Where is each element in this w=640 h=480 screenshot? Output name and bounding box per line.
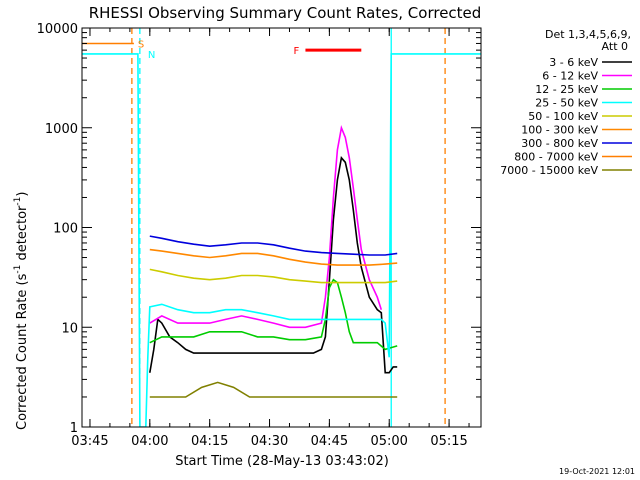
footer-date: 19-Oct-2021 12:01 [559,467,635,476]
x-tick-label-3: 04:30 [251,434,288,449]
legend-label-5: 100 - 300 keV [521,124,598,137]
series-line-1 [149,124,383,329]
x-tick-label-1: 04:00 [131,434,168,449]
legend-label-4: 50 - 100 keV [528,110,598,123]
y-tick-label-4: 10000 [37,22,78,37]
series-line-4 [149,268,398,284]
y-axis-label-sup1: -1 [13,265,23,274]
x-tick-label-5: 05:00 [370,434,407,449]
x-tick-label-6: 05:15 [430,434,467,449]
axes: 03:45 04:00 04:15 04:30 04:45 05:00 05:15 1 10 10… [37,22,482,449]
y-tick-label-2: 100 [53,222,78,237]
x-axis-label: Start Time (28-May-13 03:43:02) [175,454,389,469]
y-axis-label-mid: detector [15,205,30,265]
legend-header-line1: Det 1,3,4,5,6,9, [545,28,631,41]
series-line-3 [82,53,481,427]
y-tick-label-0: 1 [70,421,78,436]
legend-header-line2: Att 0 [602,40,628,53]
x-tick-label-0: 03:45 [71,434,108,449]
y-tick-label-1: 10 [61,321,78,336]
series-line-6 [149,235,398,256]
series-line-5 [149,248,398,266]
plot-area: SN F [82,28,481,427]
y-axis-label-sup2: -1 [13,197,23,206]
y-tick-label-3: 1000 [45,122,78,137]
legend-label-3: 25 - 50 keV [535,97,598,110]
x-tick-label-4: 04:45 [311,434,348,449]
legend-label-0: 3 - 6 keV [549,56,598,69]
y-axis-label: Corrected Count Rate (s-1 detector-1) [13,192,30,430]
flag-label-s: S [138,39,144,50]
series-line-0 [149,156,398,374]
plot-clip-group [82,28,481,427]
legend-label-8: 7000 - 15000 keV [500,164,598,177]
chart-title: RHESSI Observing Summary Count Rates, Co… [89,4,482,22]
x-tick-label-2: 04:15 [191,434,228,449]
flag-label-n: N [148,50,155,61]
series-line-2 [149,278,398,351]
y-axis-label-end: ) [15,192,30,197]
legend-label-2: 12 - 25 keV [535,83,598,96]
legend-label-1: 6 - 12 keV [542,70,598,83]
y-axis-label-main: Corrected Count Rate (s [15,273,30,430]
plot-frame [81,27,482,428]
legend-label-7: 800 - 7000 keV [514,151,598,164]
legend-label-6: 300 - 800 keV [521,137,598,150]
flag-label-f: F [293,46,299,57]
series-line-8 [149,381,398,398]
